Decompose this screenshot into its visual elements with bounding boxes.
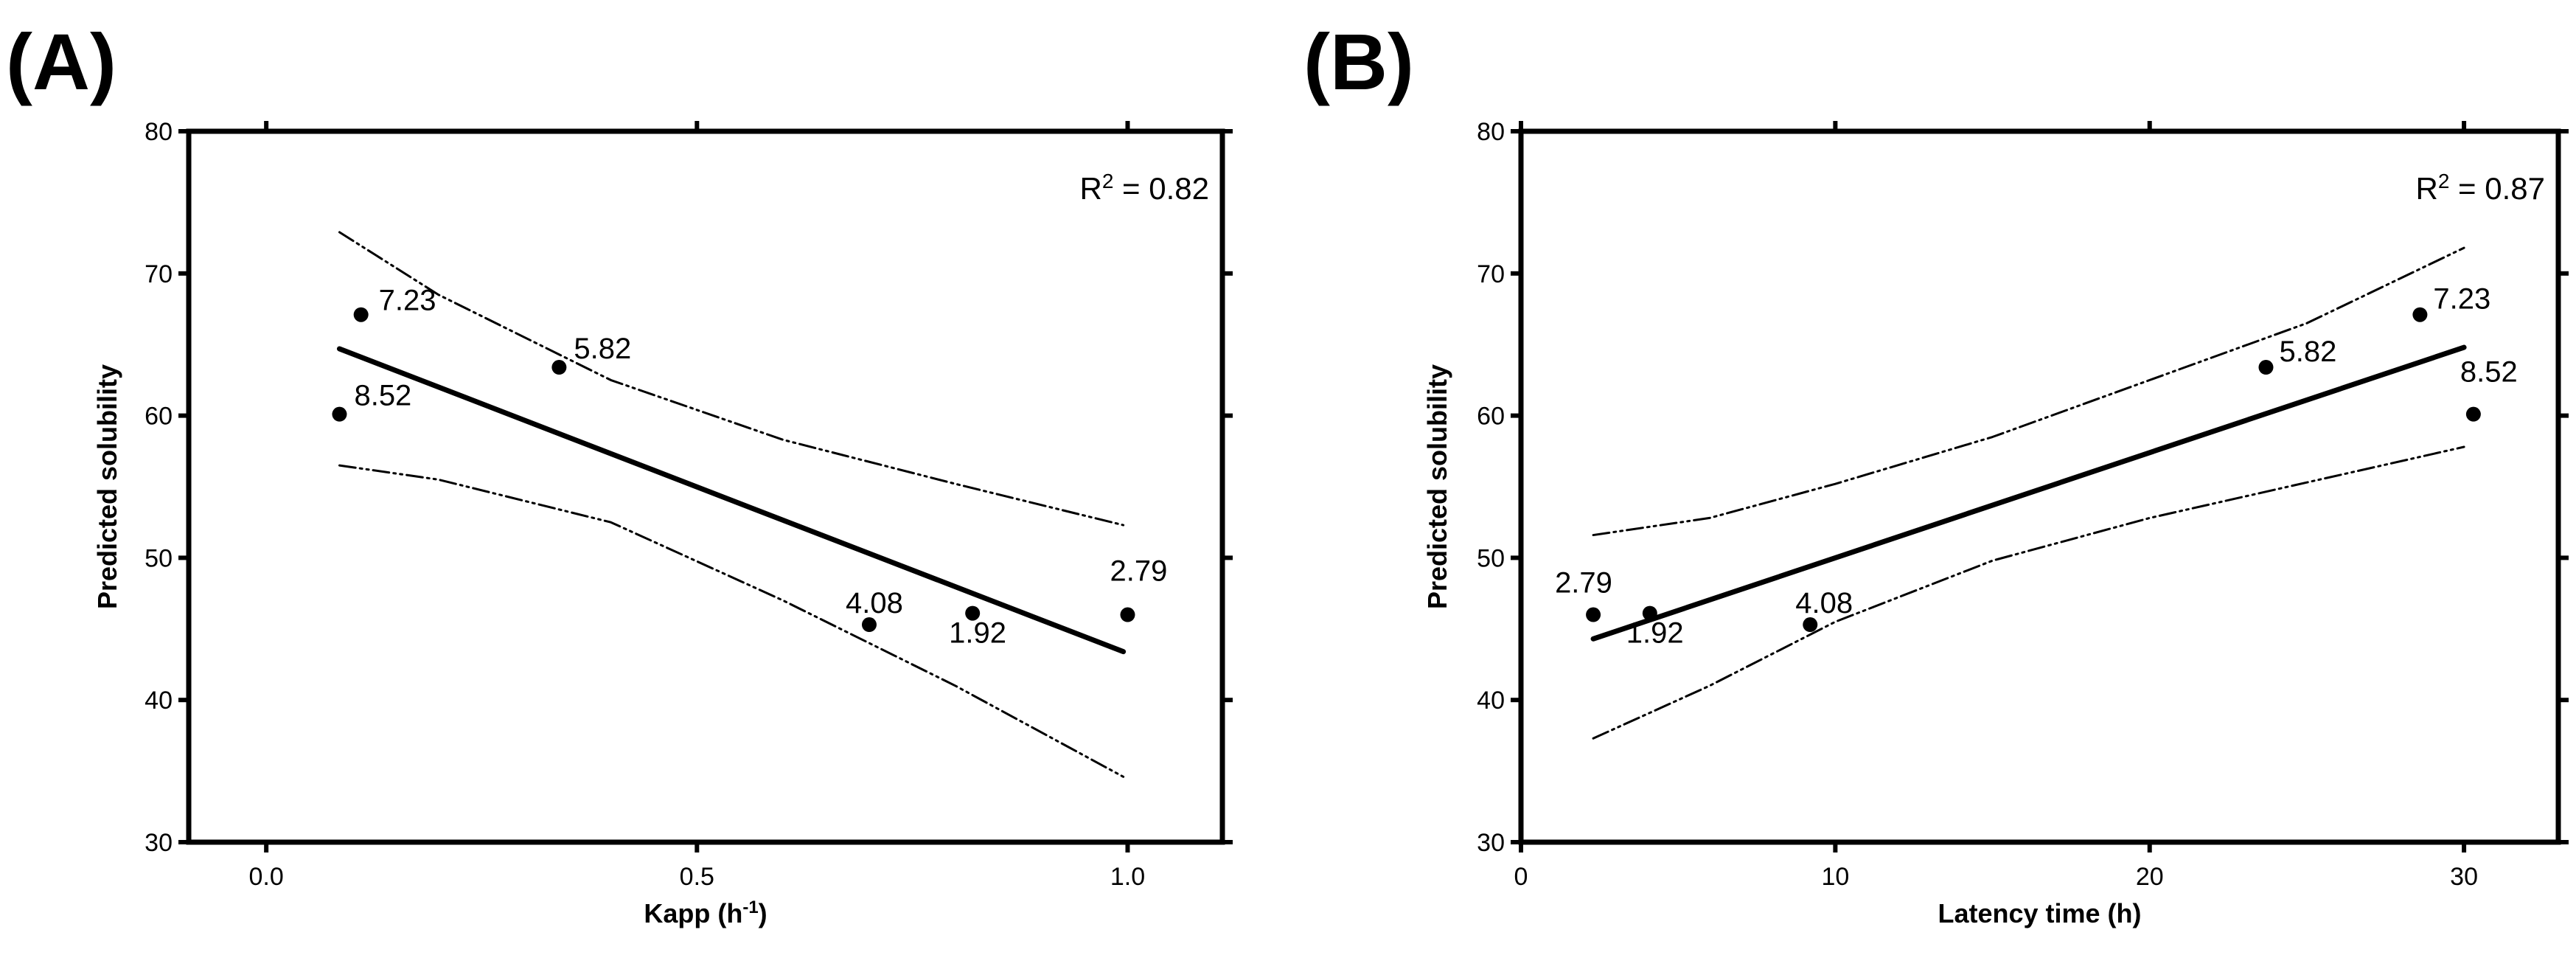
y-tick-label: 70 — [1477, 260, 1505, 288]
regression-line — [1590, 344, 2467, 642]
data-label: 5.82 — [2279, 336, 2336, 368]
x-tick-label: 0.0 — [249, 863, 284, 891]
data-point — [2258, 360, 2274, 375]
y-tick-label: 60 — [145, 403, 173, 431]
y-tick-label: 60 — [1477, 403, 1505, 431]
regression-line — [336, 346, 1127, 655]
panel-label: (B) — [1303, 17, 1414, 106]
x-tick-label: 0.5 — [680, 863, 714, 891]
y-tick-label: 30 — [145, 829, 173, 857]
y-tick-label: 50 — [145, 544, 173, 572]
data-point — [1803, 617, 1818, 633]
data-label: 7.23 — [379, 285, 436, 317]
data-point — [332, 406, 347, 422]
data-label: 1.92 — [1626, 617, 1684, 650]
confidence-band-upper — [338, 231, 1125, 527]
data-point — [1642, 605, 1657, 621]
plot-frame — [186, 128, 1225, 845]
plot-frame — [1518, 128, 2561, 845]
y-axis-title: Predicted solubility — [92, 364, 122, 610]
data-label: 2.79 — [1110, 555, 1167, 588]
panel-label: (A) — [6, 17, 116, 106]
x-tick-label: 10 — [1821, 863, 1849, 891]
data-label: 8.52 — [2460, 356, 2518, 389]
data-point — [1586, 607, 1601, 622]
r-squared-annotation: R2 = 0.82 — [1079, 170, 1209, 206]
data-point — [2412, 307, 2428, 322]
data-label: 4.08 — [1795, 587, 1853, 619]
data-point — [353, 307, 369, 322]
data-label: 2.79 — [1555, 567, 1612, 600]
chart-panel-a: 30 40 50 60 70 80 0.0 0.5 1.0 8.52 7.23 5.82 4.08 1.9… — [145, 118, 1233, 891]
x-tick-label: 30 — [2450, 863, 2478, 891]
r-squared-annotation: R2 = 0.87 — [2415, 170, 2545, 206]
data-point — [551, 360, 567, 375]
x-tick-label: 0 — [1514, 863, 1528, 891]
data-point — [1120, 607, 1135, 622]
data-label: 8.52 — [354, 380, 411, 412]
y-tick-label: 30 — [1477, 829, 1505, 857]
data-label: 7.23 — [2433, 283, 2490, 316]
y-tick-label: 40 — [1477, 687, 1505, 715]
y-tick-label: 50 — [1477, 544, 1505, 572]
x-axis-title: Latency time (h) — [1938, 898, 2142, 928]
data-point — [965, 605, 981, 621]
y-axis-title: Predicted solubility — [1422, 364, 1452, 610]
data-point — [2465, 406, 2481, 422]
confidence-band-upper — [1592, 246, 2465, 537]
chart-panel-b: 30 40 50 60 70 80 0 10 20 30 2.79 1.92 4.08 5.82 7.23 8… — [1477, 118, 2569, 891]
y-tick-label: 80 — [1477, 118, 1505, 146]
x-tick-label: 1.0 — [1110, 863, 1145, 891]
y-tick-label: 80 — [145, 118, 173, 146]
x-tick-label: 20 — [2136, 863, 2164, 891]
y-tick-label: 70 — [145, 260, 173, 288]
confidence-band-lower — [338, 464, 1125, 778]
y-tick-label: 40 — [145, 687, 173, 715]
x-axis-title: Kapp (h-1) — [644, 897, 767, 928]
data-point — [861, 617, 877, 633]
data-label: 1.92 — [949, 617, 1006, 650]
data-label: 5.82 — [574, 333, 631, 365]
data-label: 4.08 — [846, 587, 903, 619]
confidence-band-lower — [1592, 445, 2465, 740]
